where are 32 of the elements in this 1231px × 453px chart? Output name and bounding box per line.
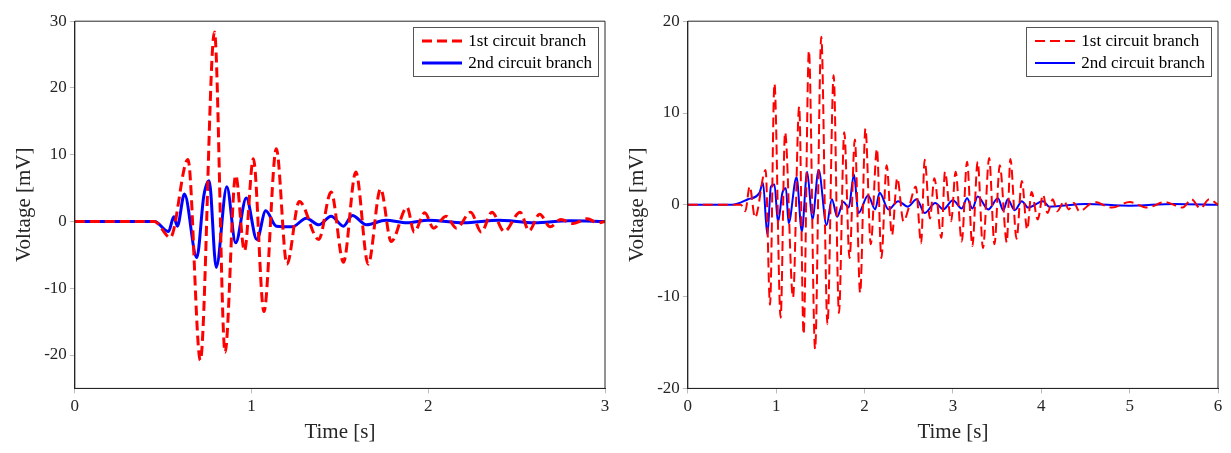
- x-tick-label: 3: [600, 396, 610, 416]
- y-tick-label: 0: [58, 210, 67, 230]
- y-tick-label: -10: [657, 286, 680, 306]
- y-tick-label: -20: [44, 344, 67, 364]
- y-tick-label: -10: [44, 277, 67, 297]
- y-tick-label: 20: [662, 10, 680, 30]
- y-tick-label: -20: [657, 377, 680, 397]
- legend-label: 1st circuit branch: [1081, 30, 1200, 53]
- x-tick-label: 5: [1125, 396, 1134, 416]
- x-tick-label: 1: [247, 396, 256, 416]
- y-tick-label: 10: [49, 144, 67, 164]
- y-axis-title: Voltage [mV]: [624, 147, 649, 263]
- y-tick-label: 10: [662, 102, 680, 122]
- x-tick-label: 1: [771, 396, 781, 416]
- legend-label: 2nd circuit branch: [468, 52, 592, 75]
- x-tick-label: 0: [683, 396, 693, 416]
- x-axis-title: Time [s]: [304, 418, 376, 443]
- x-tick-label: 0: [70, 396, 80, 416]
- y-tick-label: 0: [671, 194, 680, 214]
- x-tick-label: 6: [1213, 396, 1223, 416]
- x-tick-label: 4: [1037, 396, 1047, 416]
- y-axis-title: Voltage [mV]: [11, 147, 36, 263]
- y-tick-label: 30: [49, 10, 67, 30]
- x-tick-label: 3: [948, 396, 958, 416]
- x-axis-title: Time [s]: [917, 418, 989, 443]
- legend-label: 1st circuit branch: [468, 30, 587, 53]
- x-tick-label: 2: [424, 396, 433, 416]
- legend-label: 2nd circuit branch: [1081, 52, 1205, 75]
- y-tick-label: 20: [49, 77, 67, 97]
- x-tick-label: 2: [860, 396, 869, 416]
- line-series: [74, 30, 605, 362]
- line-series: [687, 35, 1218, 350]
